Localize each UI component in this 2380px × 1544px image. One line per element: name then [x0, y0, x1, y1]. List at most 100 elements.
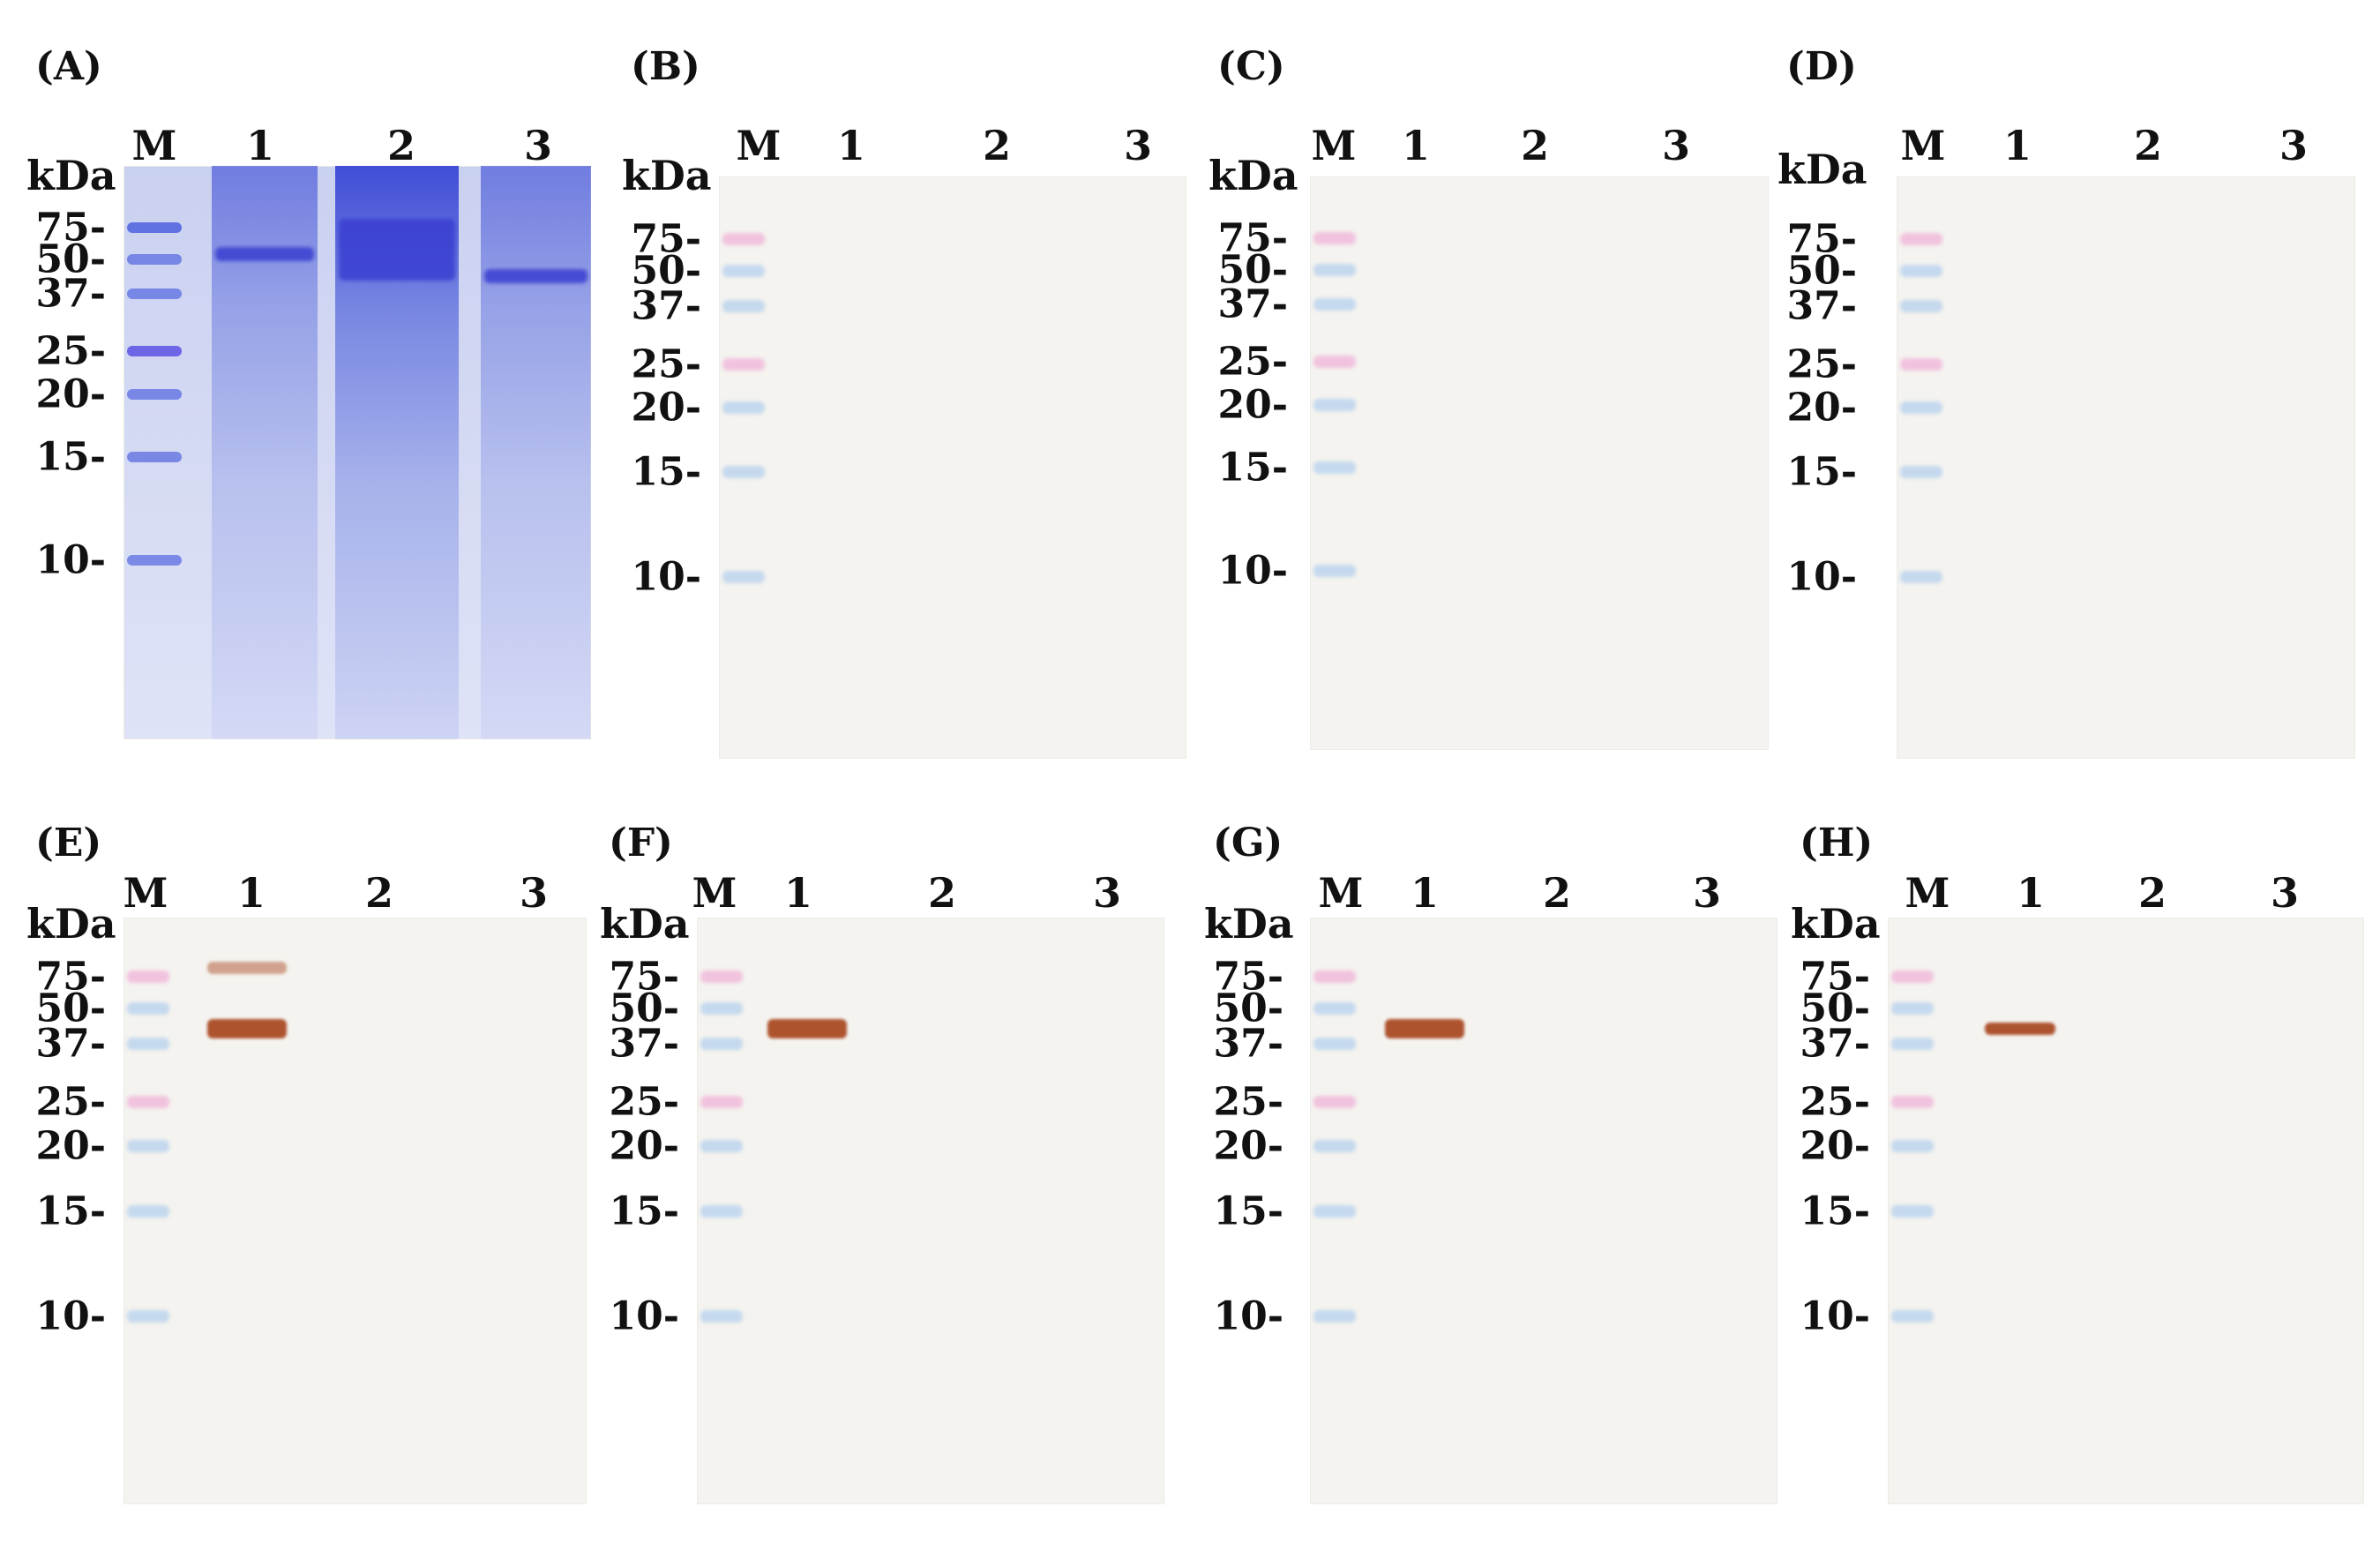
mw-label-25: 25- — [1786, 341, 1858, 387]
lane-label-2: 2 — [927, 869, 957, 917]
mw-label-50: 50- — [1786, 248, 1858, 294]
lane-label-2: 2 — [386, 122, 416, 169]
marker-band-25 — [722, 357, 765, 371]
mw-label-37: 37- — [35, 271, 107, 317]
marker-band-37 — [1313, 1037, 1356, 1050]
lane-label-2: 2 — [982, 122, 1012, 169]
marker-band-50 — [1900, 265, 1942, 278]
lane-label-3: 3 — [523, 122, 553, 169]
panel-label: (C) — [1217, 44, 1285, 89]
marker-band-10 — [1313, 565, 1356, 577]
kda-unit-label: kDa — [26, 900, 116, 948]
mw-label-50: 50- — [609, 986, 680, 1031]
mw-label-20: 20- — [35, 1123, 107, 1169]
marker-band-15 — [1313, 461, 1356, 474]
marker-band-10 — [1900, 570, 1942, 583]
panel-label: (B) — [631, 44, 700, 89]
marker-band-15 — [722, 466, 765, 478]
mw-label-75: 75- — [1217, 215, 1289, 261]
mw-label-75: 75- — [1800, 954, 1871, 999]
marker-band-37 — [1313, 297, 1356, 311]
marker-band-37 — [127, 288, 182, 299]
marker-band-10 — [127, 555, 182, 566]
lane-label-marker: M — [1318, 869, 1364, 917]
lane-label-2: 2 — [364, 869, 394, 917]
mw-label-10: 10- — [1213, 1293, 1284, 1339]
lane-label-2: 2 — [2137, 869, 2167, 917]
mw-label-25: 25- — [1217, 339, 1289, 385]
lane-label-2: 2 — [1542, 869, 1572, 917]
lane-label-1: 1 — [836, 122, 866, 169]
mw-label-10: 10- — [609, 1293, 680, 1339]
kda-unit-label: kDa — [26, 152, 116, 199]
kda-unit-label: kDa — [600, 900, 690, 948]
marker-band-75 — [722, 233, 765, 245]
mw-label-37: 37- — [1213, 1021, 1284, 1067]
mw-label-50: 50- — [35, 236, 107, 282]
gel-major-band-lane-1 — [215, 247, 314, 261]
mw-label-15: 15- — [631, 449, 702, 495]
marker-band-37 — [700, 1037, 743, 1050]
lane-label-1: 1 — [1410, 869, 1440, 917]
marker-band-25 — [127, 345, 182, 356]
marker-band-75 — [1313, 232, 1356, 244]
lane-label-3: 3 — [1123, 122, 1153, 169]
mw-label-10: 10- — [35, 537, 107, 583]
mw-label-50: 50- — [35, 986, 107, 1031]
mw-label-25: 25- — [1213, 1079, 1284, 1125]
blot-membrane — [1888, 918, 2364, 1504]
kda-unit-label: kDa — [622, 152, 712, 199]
panel-label: (E) — [35, 821, 102, 866]
blot-membrane — [1310, 918, 1778, 1504]
marker-band-20 — [1313, 1140, 1356, 1153]
gel-major-band-lane-2 — [339, 219, 455, 281]
mw-label-15: 15- — [35, 434, 107, 480]
lane-label-1: 1 — [1401, 122, 1431, 169]
mw-label-20: 20- — [609, 1123, 680, 1169]
mw-label-10: 10- — [1217, 548, 1289, 594]
marker-band-25 — [1891, 1096, 1934, 1109]
lane-label-3: 3 — [1692, 869, 1722, 917]
mw-label-10: 10- — [35, 1293, 107, 1339]
lane-label-1: 1 — [2002, 122, 2032, 169]
mw-label-25: 25- — [35, 328, 107, 374]
lane-label-3: 3 — [2270, 869, 2300, 917]
marker-band-37 — [127, 1037, 169, 1050]
gel-lane-1 — [212, 166, 318, 739]
marker-band-20 — [700, 1140, 743, 1153]
marker-band-50 — [1313, 1002, 1356, 1016]
blot-membrane — [1897, 176, 2355, 759]
marker-band-50 — [1891, 1002, 1934, 1016]
blot-membrane — [719, 176, 1186, 759]
marker-band-10 — [127, 1310, 169, 1323]
mw-label-20: 20- — [35, 371, 107, 416]
marker-band-20 — [127, 388, 182, 400]
mw-label-50: 50- — [1800, 986, 1871, 1031]
immuno-band-33kDa — [1985, 1023, 2055, 1036]
mw-label-75: 75- — [1786, 216, 1858, 262]
lane-label-1: 1 — [783, 869, 813, 917]
mw-label-37: 37- — [609, 1021, 680, 1067]
lane-label-1: 1 — [245, 122, 275, 169]
marker-band-15 — [1313, 1204, 1356, 1218]
lane-label-marker: M — [131, 122, 177, 169]
lane-label-2: 2 — [1520, 122, 1550, 169]
marker-band-50 — [722, 265, 765, 278]
kda-unit-label: kDa — [1778, 146, 1867, 193]
immuno-band-33kDa — [767, 1019, 847, 1039]
marker-band-75 — [1891, 970, 1934, 983]
blot-membrane — [1310, 176, 1769, 750]
immuno-band-65kDa — [207, 961, 287, 974]
mw-label-10: 10- — [631, 554, 702, 600]
marker-band-75 — [127, 222, 182, 233]
mw-label-25: 25- — [1800, 1079, 1871, 1125]
lane-label-marker: M — [123, 869, 168, 917]
mw-label-25: 25- — [609, 1079, 680, 1125]
mw-label-37: 37- — [1786, 283, 1858, 329]
marker-band-20 — [1313, 398, 1356, 411]
kda-unit-label: kDa — [1791, 900, 1881, 948]
panel-b: (B) kDa M 1 2 3 75- 50- 37- 25- 20- 15- 10- — [622, 44, 1186, 768]
panel-g: (G) kDa M 1 2 3 75- 50- 37- 25- 20- 15- 10- — [1204, 821, 1778, 1544]
mw-label-20: 20- — [1800, 1123, 1871, 1169]
lane-label-marker: M — [1905, 869, 1950, 917]
